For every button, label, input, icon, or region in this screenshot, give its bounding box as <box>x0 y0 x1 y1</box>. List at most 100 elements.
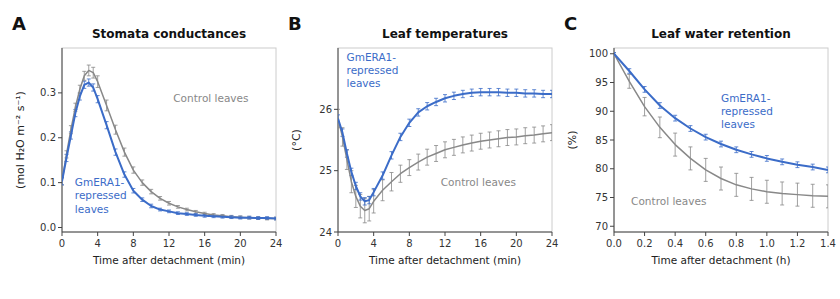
x-tick <box>169 232 170 236</box>
x-tick <box>736 232 737 236</box>
y-tick <box>58 182 62 183</box>
y-tick <box>610 82 614 83</box>
x-tick <box>409 232 410 236</box>
series-label: GmERA1-repressedleaves <box>721 92 773 130</box>
panel-label: A <box>12 13 26 34</box>
x-tick <box>516 232 517 236</box>
y-tick <box>610 140 614 141</box>
y-tick-label: 0.2 <box>40 132 56 143</box>
x-tick <box>276 232 277 236</box>
x-axis-label: Time after detachment (min) <box>92 254 245 266</box>
panel-label: B <box>288 13 302 34</box>
x-tick-label: 24 <box>270 238 283 249</box>
y-tick <box>58 137 62 138</box>
y-tick-label: 75 <box>595 192 608 203</box>
y-tick-label: 25 <box>319 165 332 176</box>
series-line <box>614 54 828 170</box>
y-axis-label: (mol H₂O m⁻² s⁻¹) <box>14 91 27 189</box>
panel: 048121620240.00.10.20.3Time after detach… <box>12 13 282 266</box>
x-tick <box>62 232 63 236</box>
error-bars <box>338 109 552 222</box>
panel: 0 4 8 12 16 20 24 24 25 26 Time after detachment (… <box>288 13 558 266</box>
x-tick <box>644 232 645 236</box>
y-tick <box>610 226 614 227</box>
x-tick <box>614 232 615 236</box>
x-tick-label: 20 <box>234 238 247 249</box>
y-axis-label: (°C) <box>290 129 303 151</box>
x-tick <box>480 232 481 236</box>
x-tick-label: 24 <box>546 238 559 249</box>
series-line <box>62 83 276 219</box>
series-line <box>62 70 276 218</box>
error-bars <box>338 88 552 205</box>
series-label: Control leaves <box>173 92 248 104</box>
plot-frame <box>338 48 552 232</box>
y-tick <box>610 111 614 112</box>
y-tick <box>610 168 614 169</box>
x-tick-label: 0 <box>335 238 341 249</box>
y-tick-label: 0.1 <box>40 177 56 188</box>
x-tick <box>373 232 374 236</box>
y-tick <box>58 227 62 228</box>
x-axis-label: Time after detachment (h) <box>651 254 791 266</box>
x-tick <box>552 232 553 236</box>
chart-title: Leaf temperatures <box>382 27 508 41</box>
x-tick <box>338 232 339 236</box>
x-tick <box>204 232 205 236</box>
series-label: Control leaves <box>441 176 516 188</box>
y-tick-label: 100 <box>589 48 608 59</box>
x-tick-label: 16 <box>474 238 487 249</box>
panel-label: C <box>564 13 577 34</box>
x-tick-label: 8 <box>130 238 136 249</box>
x-tick <box>705 232 706 236</box>
plot-area <box>614 53 828 208</box>
x-tick-label: 1.4 <box>820 238 836 249</box>
error-bars <box>614 53 828 173</box>
y-tick <box>58 92 62 93</box>
figure: 048121620240.00.10.20.3Time after detach… <box>0 0 840 299</box>
x-tick-label: 12 <box>163 238 176 249</box>
x-tick <box>133 232 134 236</box>
y-tick-label: 24 <box>319 227 332 238</box>
y-axis-label: (%) <box>566 130 579 149</box>
error-bars <box>62 79 276 220</box>
plot-area <box>62 65 276 220</box>
y-tick-label: 85 <box>595 135 608 146</box>
x-tick-label: 0.4 <box>667 238 683 249</box>
series-label: GmERA1-repressedleaves <box>347 51 399 89</box>
x-tick-label: 4 <box>370 238 376 249</box>
x-tick <box>797 232 798 236</box>
x-tick <box>766 232 767 236</box>
x-tick-label: 8 <box>406 238 412 249</box>
x-tick-label: 1.0 <box>759 238 775 249</box>
y-tick-label: 70 <box>595 221 608 232</box>
y-tick-label: 26 <box>319 104 332 115</box>
x-tick-label: 12 <box>439 238 452 249</box>
y-tick-label: 90 <box>595 106 608 117</box>
plot-frame <box>62 48 276 232</box>
chart-title: Leaf water retention <box>651 27 791 41</box>
x-tick <box>240 232 241 236</box>
series-line <box>338 92 552 201</box>
x-tick-label: 16 <box>198 238 211 249</box>
x-tick <box>675 232 676 236</box>
y-tick <box>334 109 338 110</box>
y-tick-label: 0.0 <box>40 222 56 233</box>
x-tick-label: 0 <box>59 238 65 249</box>
y-tick <box>334 232 338 233</box>
y-axis-line <box>338 48 339 232</box>
x-tick-label: 0.2 <box>637 238 653 249</box>
x-axis-line <box>614 232 828 233</box>
x-axis-label: Time after detachment (min) <box>368 254 521 266</box>
y-tick <box>610 197 614 198</box>
plot-frame <box>614 48 828 232</box>
error-bars <box>614 53 828 208</box>
x-tick-label: 0.6 <box>698 238 714 249</box>
y-tick <box>334 170 338 171</box>
y-tick <box>610 53 614 54</box>
series-line <box>614 54 828 197</box>
plot-area <box>338 88 552 222</box>
x-tick-label: 20 <box>510 238 523 249</box>
x-tick <box>445 232 446 236</box>
series-label: Control leaves <box>631 195 706 207</box>
